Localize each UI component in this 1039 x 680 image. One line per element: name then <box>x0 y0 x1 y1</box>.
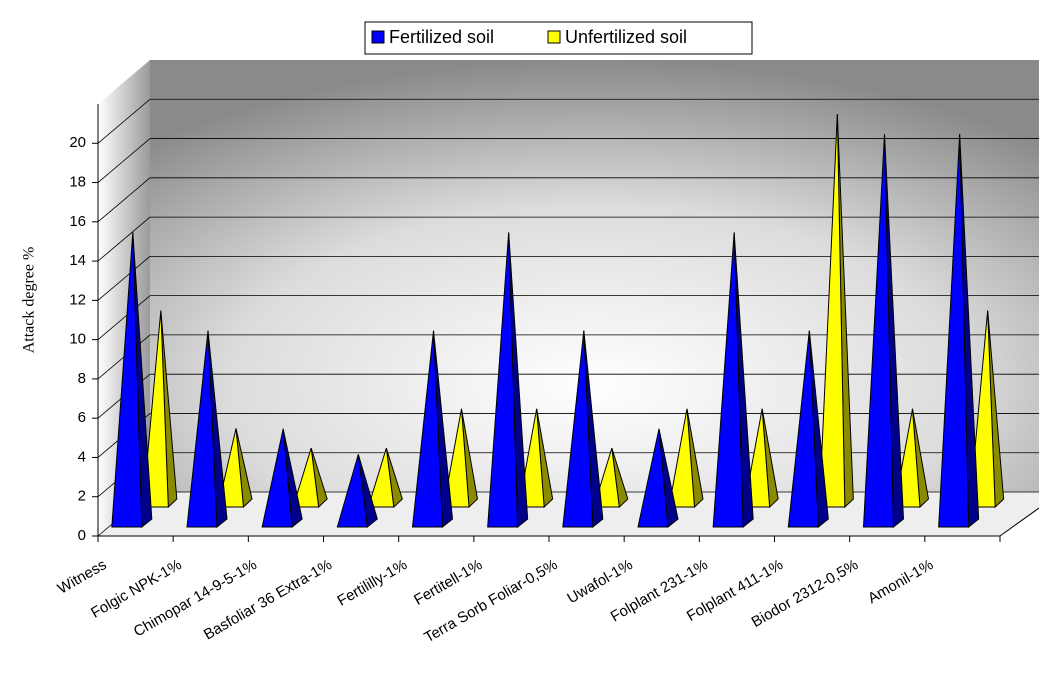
pyramid <box>487 232 519 528</box>
x-tick-label: Amonil-1% <box>865 556 936 607</box>
y-axis-label: Attack degree % <box>21 247 38 354</box>
y-tick-label: 4 <box>78 448 86 465</box>
y-tick-label: 2 <box>78 488 86 505</box>
x-tick-label: Fertililly-1% <box>335 556 411 609</box>
grid-line <box>97 256 151 301</box>
y-tick-label: 0 <box>78 527 86 544</box>
y-tick-label: 8 <box>78 370 86 387</box>
y-tick-label: 12 <box>69 291 86 308</box>
pyramid <box>367 447 395 508</box>
legend-label: Unfertilized soil <box>565 27 687 47</box>
y-tick-label: 6 <box>78 409 86 426</box>
x-tick-label: Witness <box>55 556 110 597</box>
pyramid <box>336 454 368 528</box>
legend-swatch <box>371 30 385 44</box>
y-tick-label: 18 <box>69 174 86 191</box>
x-tick-label: Chimopar 14-9-5-1% <box>131 556 260 640</box>
x-tick-label: Basfoliar 36 Extra-1% <box>201 556 335 643</box>
pyramid <box>637 428 669 528</box>
pyramid <box>111 232 143 528</box>
y-tick-label: 16 <box>69 213 86 230</box>
pyramid <box>217 428 245 508</box>
grid-line <box>97 295 151 340</box>
pyramid <box>261 428 293 528</box>
pyramid <box>442 408 470 508</box>
pyramid <box>668 408 696 508</box>
y-tick-label: 10 <box>69 331 86 348</box>
pyramid <box>787 330 819 528</box>
grid-line <box>97 98 151 144</box>
pyramid <box>186 330 218 528</box>
x-tick-label: Uwafol-1% <box>564 556 635 607</box>
back-wall <box>150 60 1039 492</box>
pyramid <box>142 310 169 508</box>
grid-line <box>97 177 151 223</box>
pyramid <box>862 134 895 528</box>
pyramid <box>562 330 594 528</box>
grid-line <box>97 138 151 183</box>
x-tick-label: Terra Sorb Foliar-0,5% <box>421 556 560 646</box>
grid-line <box>97 216 151 262</box>
pyramid <box>938 134 970 528</box>
x-axis-depth <box>999 507 1039 537</box>
y-tick-label: 14 <box>69 252 86 269</box>
pyramid <box>818 114 846 508</box>
pyramid <box>411 330 444 528</box>
y-tick-label: 20 <box>69 134 86 151</box>
legend-swatch <box>547 30 561 44</box>
legend-label: Fertilized soil <box>389 27 494 47</box>
pyramid <box>712 232 744 528</box>
pyramid <box>292 447 320 508</box>
